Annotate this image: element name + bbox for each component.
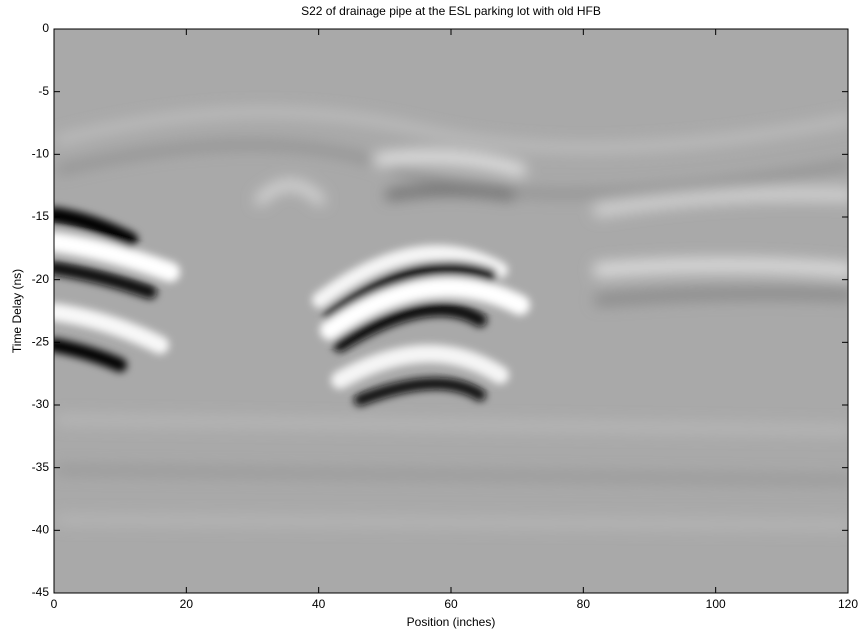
y-tick-label: -5 [38,84,49,98]
y-tick-label: -25 [32,335,50,349]
y-axis-label: Time Delay (ns) [10,269,24,353]
x-axis-label: Position (inches) [407,615,496,629]
chart-title: S22 of drainage pipe at the ESL parking … [301,4,601,18]
y-tick-label: -35 [32,460,50,474]
x-tick-label: 0 [51,597,58,611]
image [54,29,848,593]
y-tick-label: 0 [42,21,49,35]
x-tick-label: 20 [180,597,194,611]
y-tick-label: -45 [32,585,50,599]
y-tick-label: -40 [32,523,50,537]
x-tick-label: 80 [577,597,591,611]
y-tick-label: -10 [32,147,50,161]
x-tick-label: 60 [444,597,458,611]
x-tick-label: 120 [838,597,858,611]
y-tick-label: -20 [32,272,50,286]
faint-bands [55,107,848,530]
reflections [54,207,530,406]
y-tick-label: -15 [32,209,50,223]
y-tick-label: -30 [32,397,50,411]
x-tick-label: 40 [312,597,326,611]
x-tick-label: 100 [706,597,726,611]
